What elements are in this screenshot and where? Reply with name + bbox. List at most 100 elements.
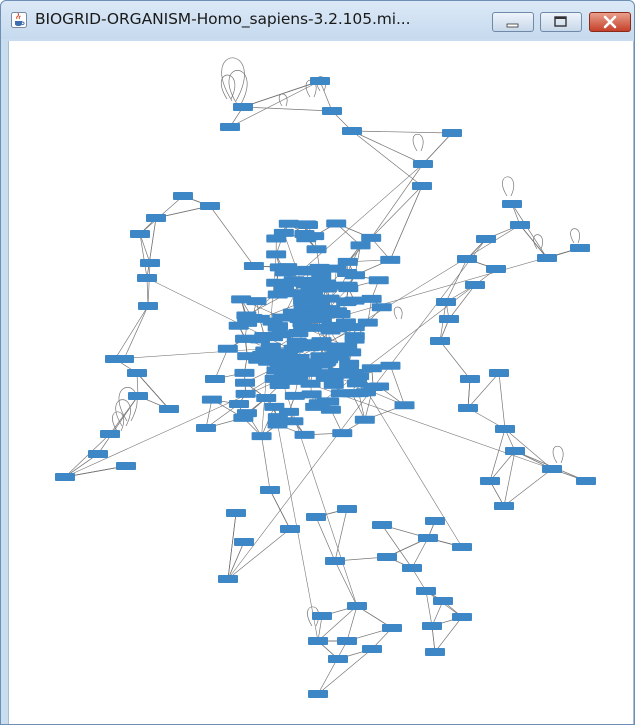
protein-node[interactable] [495, 425, 515, 433]
protein-node[interactable] [296, 220, 317, 229]
protein-node[interactable] [173, 192, 193, 200]
protein-node[interactable] [105, 355, 125, 363]
protein-node[interactable] [308, 690, 328, 698]
protein-node[interactable] [88, 450, 108, 458]
protein-node[interactable] [363, 383, 384, 392]
protein-node[interactable] [302, 368, 323, 377]
protein-node[interactable] [285, 364, 306, 373]
close-button[interactable] [589, 12, 631, 32]
protein-node[interactable] [413, 160, 433, 168]
protein-node[interactable] [267, 413, 288, 422]
protein-node[interactable] [371, 303, 392, 312]
protein-node[interactable] [234, 538, 254, 546]
protein-node[interactable] [201, 395, 222, 404]
protein-node[interactable] [337, 257, 358, 266]
protein-node[interactable] [325, 351, 346, 360]
protein-node[interactable] [300, 379, 321, 388]
protein-node[interactable] [128, 392, 148, 400]
protein-node[interactable] [299, 339, 320, 348]
protein-node[interactable] [264, 374, 285, 383]
protein-node[interactable] [308, 399, 329, 408]
protein-node[interactable] [273, 283, 294, 292]
protein-node[interactable] [354, 415, 375, 424]
protein-node[interactable] [235, 378, 256, 387]
protein-node[interactable] [263, 333, 284, 342]
protein-node[interactable] [235, 334, 256, 343]
protein-node[interactable] [269, 381, 290, 390]
protein-node[interactable] [301, 390, 322, 399]
protein-node[interactable] [267, 290, 288, 299]
protein-node[interactable] [138, 302, 158, 310]
protein-node[interactable] [308, 637, 328, 645]
protein-node[interactable] [436, 298, 456, 306]
protein-node[interactable] [377, 553, 397, 561]
protein-node[interactable] [458, 404, 478, 412]
protein-node[interactable] [372, 521, 392, 529]
protein-node[interactable] [460, 375, 480, 383]
protein-node[interactable] [140, 259, 160, 267]
minimize-button[interactable] [492, 12, 534, 32]
protein-node[interactable] [283, 344, 304, 353]
protein-node[interactable] [510, 221, 530, 229]
protein-node[interactable] [260, 486, 280, 494]
network-canvas[interactable] [8, 41, 634, 724]
protein-node[interactable] [433, 597, 453, 605]
protein-node[interactable] [402, 564, 422, 572]
protein-node[interactable] [537, 254, 557, 262]
protein-node[interactable] [205, 375, 225, 383]
protein-node[interactable] [280, 525, 300, 533]
protein-node[interactable] [465, 281, 485, 289]
protein-node[interactable] [418, 534, 438, 542]
protein-node[interactable] [266, 250, 287, 259]
protein-node[interactable] [289, 353, 310, 362]
protein-node[interactable] [251, 432, 272, 441]
protein-node[interactable] [196, 424, 216, 432]
protein-node[interactable] [55, 473, 75, 481]
protein-node[interactable] [294, 430, 315, 439]
protein-node[interactable] [328, 655, 348, 663]
protein-node[interactable] [337, 637, 357, 645]
protein-node[interactable] [319, 294, 340, 303]
protein-node[interactable] [268, 322, 289, 331]
protein-node[interactable] [236, 311, 257, 320]
protein-node[interactable] [100, 430, 120, 438]
protein-node[interactable] [542, 465, 562, 473]
protein-node[interactable] [218, 575, 238, 583]
protein-node[interactable] [304, 360, 325, 369]
protein-node[interactable] [304, 232, 325, 241]
protein-node[interactable] [422, 622, 442, 630]
protein-node[interactable] [312, 612, 332, 620]
protein-node[interactable] [502, 200, 522, 208]
protein-node[interactable] [339, 359, 360, 368]
protein-node[interactable] [489, 369, 509, 377]
protein-node[interactable] [368, 276, 389, 285]
protein-node[interactable] [323, 373, 344, 382]
protein-node[interactable] [288, 329, 309, 338]
protein-node[interactable] [430, 337, 450, 345]
network-graph[interactable] [9, 41, 633, 724]
protein-node[interactable] [494, 502, 514, 510]
protein-node[interactable] [311, 271, 332, 280]
protein-node[interactable] [570, 244, 590, 252]
protein-node[interactable] [325, 557, 345, 565]
protein-node[interactable] [412, 182, 432, 190]
protein-node[interactable] [116, 462, 136, 470]
maximize-button[interactable] [540, 12, 582, 32]
protein-node[interactable] [306, 513, 326, 521]
protein-node[interactable] [130, 230, 150, 238]
protein-node[interactable] [159, 405, 179, 413]
protein-node[interactable] [394, 401, 415, 410]
protein-node[interactable] [246, 297, 267, 306]
protein-node[interactable] [332, 429, 353, 438]
protein-node[interactable] [283, 417, 304, 426]
protein-node[interactable] [505, 447, 525, 455]
protein-node[interactable] [302, 298, 323, 307]
protein-node[interactable] [457, 255, 477, 263]
protein-node[interactable] [452, 613, 472, 621]
protein-node[interactable] [127, 369, 147, 377]
protein-node[interactable] [310, 77, 330, 85]
protein-node[interactable] [346, 379, 367, 388]
protein-node[interactable] [292, 319, 313, 328]
protein-node[interactable] [236, 409, 257, 418]
protein-node[interactable] [361, 294, 382, 303]
